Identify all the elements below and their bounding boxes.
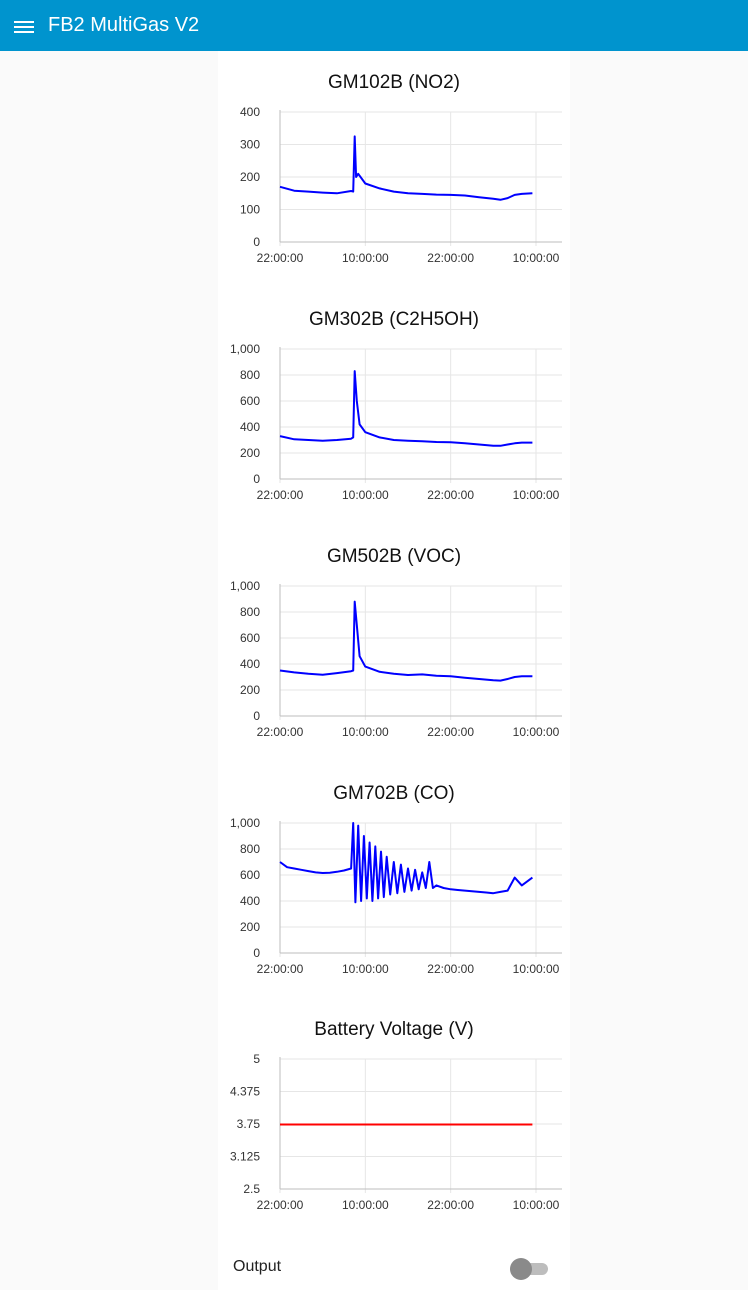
y-tick-label: 1,000 [230, 816, 260, 830]
top-app-bar: FB2 MultiGas V2 [0, 0, 748, 51]
x-tick-label: 22:00:00 [257, 488, 304, 502]
chart-no2: 0 100 200 300 400 22:00:00 10:00:00 22:00:00 10:… [240, 105, 562, 265]
app-title: FB2 MultiGas V2 [48, 14, 200, 36]
x-tick-label: 22:00:00 [427, 725, 474, 739]
chart-title-voc: GM502B (VOC) [326, 546, 462, 567]
x-tick-label: 22:00:00 [257, 251, 304, 265]
y-tick-label: 100 [240, 203, 260, 217]
y-tick-label: 600 [240, 394, 260, 408]
y-tick-label: 400 [240, 657, 260, 671]
y-tick-label: 5 [253, 1052, 260, 1066]
y-tick-label: 1,000 [230, 342, 260, 356]
chart-title-no2: GM102B (NO2) [328, 72, 460, 93]
chart-voc: 0 200 400 600 800 1,000 22:00:00 10:00:00 22:00:… [230, 579, 562, 739]
y-tick-label: 600 [240, 868, 260, 882]
x-tick-label: 10:00:00 [342, 488, 389, 502]
chart-title-co: GM702B (CO) [333, 783, 455, 804]
y-tick-label: 4.375 [230, 1085, 260, 1099]
x-tick-label: 22:00:00 [427, 251, 474, 265]
x-tick-label: 22:00:00 [257, 962, 304, 976]
output-toggle-switch[interactable] [510, 1258, 550, 1280]
x-tick-label: 22:00:00 [427, 962, 474, 976]
y-tick-label: 200 [240, 170, 260, 184]
x-tick-label: 22:00:00 [427, 488, 474, 502]
chart-title-battery-voltage: Battery Voltage (V) [314, 1019, 474, 1040]
x-tick-label: 10:00:00 [342, 962, 389, 976]
x-tick-label: 10:00:00 [513, 488, 560, 502]
y-tick-label: 300 [240, 138, 260, 152]
x-tick-label: 10:00:00 [513, 962, 560, 976]
y-tick-label: 800 [240, 842, 260, 856]
y-tick-label: 2.5 [243, 1182, 260, 1196]
chart-title-c2h5oh: GM302B (C2H5OH) [309, 309, 479, 330]
menu-icon[interactable] [14, 18, 36, 34]
y-tick-label: 200 [240, 446, 260, 460]
output-row: Output [218, 1248, 570, 1286]
y-tick-label: 0 [253, 235, 260, 249]
y-tick-label: 3.75 [237, 1117, 261, 1131]
y-tick-label: 200 [240, 920, 260, 934]
y-tick-label: 400 [240, 105, 260, 119]
series-line [279, 370, 533, 447]
series-line [279, 822, 533, 904]
y-tick-label: 0 [253, 709, 260, 723]
x-tick-label: 10:00:00 [342, 725, 389, 739]
output-label: Output [233, 1258, 282, 1275]
x-tick-label: 10:00:00 [342, 1198, 389, 1212]
x-tick-label: 22:00:00 [257, 1198, 304, 1212]
x-tick-label: 10:00:00 [513, 251, 560, 265]
chart-c2h5oh: 0 200 400 600 800 1,000 22:00:00 10:00:00 22:00:… [230, 342, 562, 502]
x-tick-label: 10:00:00 [342, 251, 389, 265]
y-tick-label: 1,000 [230, 579, 260, 593]
y-tick-label: 400 [240, 894, 260, 908]
y-tick-label: 400 [240, 420, 260, 434]
series-line [279, 600, 533, 682]
switch-thumb [510, 1258, 532, 1280]
x-tick-label: 10:00:00 [513, 725, 560, 739]
x-tick-label: 22:00:00 [427, 1198, 474, 1212]
chart-battery-voltage: 2.5 3.125 3.75 4.375 5 22:00:00 10:00:00 22:00:… [230, 1052, 562, 1212]
dashboard-panel [218, 51, 570, 1290]
y-tick-label: 0 [253, 472, 260, 486]
y-tick-label: 800 [240, 605, 260, 619]
y-tick-label: 800 [240, 368, 260, 382]
y-tick-label: 200 [240, 683, 260, 697]
y-tick-label: 600 [240, 631, 260, 645]
x-tick-label: 10:00:00 [513, 1198, 560, 1212]
y-tick-label: 0 [253, 946, 260, 960]
chart-co: 0 200 400 600 800 1,000 22:00:00 10:00:00 22:00:… [230, 816, 562, 976]
series-line [279, 135, 533, 201]
y-tick-label: 3.125 [230, 1150, 260, 1164]
x-tick-label: 22:00:00 [257, 725, 304, 739]
